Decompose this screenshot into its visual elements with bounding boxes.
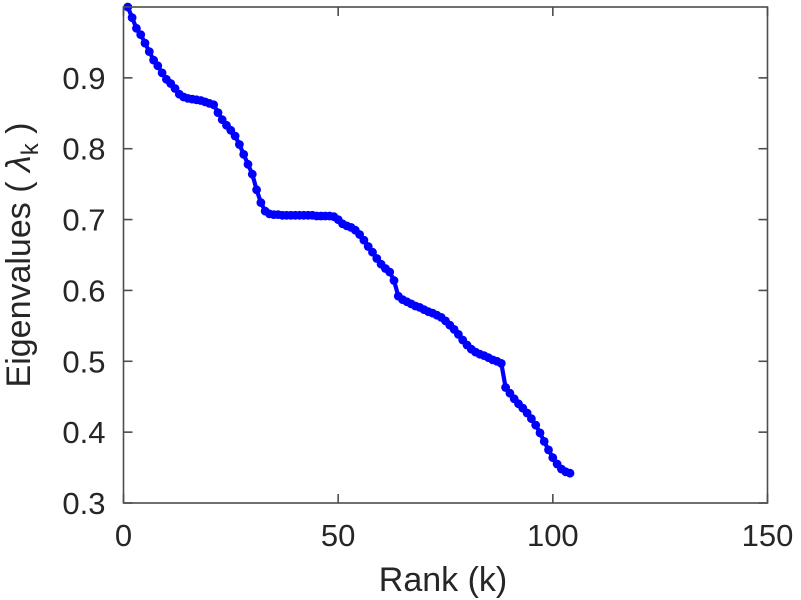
data-point: [140, 38, 150, 48]
data-point: [539, 437, 549, 446]
lambda-symbol: λ: [0, 155, 38, 174]
y-tick-labels: 0.3 0.4 0.5 0.6 0.7 0.8 0.9: [62, 61, 105, 521]
y-tick-label: 0.6: [62, 273, 105, 308]
y-axis-label-suffix: ): [0, 123, 38, 144]
axis-ticks: [122, 7, 769, 504]
plot-border: [122, 6, 769, 504]
data-point: [144, 47, 154, 56]
data-point: [368, 247, 377, 257]
data-point: [239, 150, 249, 159]
series-line: [125, 4, 573, 476]
data-point: [127, 13, 137, 22]
data-point: [157, 68, 167, 78]
y-tick-label: 0.7: [62, 203, 105, 238]
data-point: [544, 445, 553, 455]
y-tick-label: 0.5: [62, 344, 105, 379]
x-tick-label: 50: [321, 518, 355, 553]
data-point: [548, 453, 558, 463]
data-point: [565, 468, 575, 478]
x-tick-label: 0: [115, 518, 132, 553]
x-tick-label: 150: [742, 518, 794, 553]
data-point: [252, 185, 261, 195]
x-tick-labels: 0 50 100 150: [115, 518, 793, 553]
data-series: [123, 2, 575, 478]
data-point: [209, 100, 219, 110]
data-point: [496, 359, 506, 368]
data-point: [531, 420, 541, 430]
y-tick-label: 0.4: [62, 415, 105, 450]
data-point: [132, 23, 141, 33]
data-point: [136, 30, 146, 39]
data-point: [359, 235, 369, 245]
data-point: [243, 159, 253, 169]
data-point: [230, 131, 240, 141]
y-axis-label: Eigenvalues ( λk ): [0, 123, 44, 388]
data-point: [385, 267, 395, 277]
data-point: [527, 414, 536, 424]
x-tick-label: 100: [527, 518, 579, 553]
y-axis-label-prefix: Eigenvalues (: [0, 172, 38, 387]
data-point: [247, 169, 257, 179]
y-tick-label: 0.9: [62, 61, 105, 96]
data-point: [535, 428, 545, 438]
data-point: [389, 276, 399, 285]
data-point: [153, 61, 163, 71]
x-axis-label: Rank (k): [379, 561, 507, 599]
data-point: [235, 140, 244, 149]
y-tick-label: 0.8: [62, 132, 105, 167]
data-point: [213, 108, 223, 117]
lambda-subscript-k: k: [17, 142, 44, 155]
data-point: [256, 198, 266, 208]
y-tick-label: 0.3: [62, 486, 105, 521]
